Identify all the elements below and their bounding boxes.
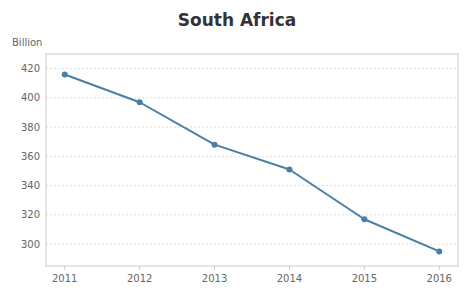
plot-frame bbox=[46, 54, 458, 266]
y-tick-label: 380 bbox=[21, 122, 40, 133]
y-tick-label: 420 bbox=[21, 63, 40, 74]
y-tick-label: 300 bbox=[21, 239, 40, 250]
x-tick-label: 2014 bbox=[277, 273, 302, 284]
grid-line bbox=[46, 97, 458, 98]
grid-line bbox=[46, 127, 458, 128]
point bbox=[361, 216, 367, 222]
grid-line bbox=[46, 68, 458, 69]
y-axis-label: Billion bbox=[12, 37, 42, 48]
x-tick bbox=[289, 266, 290, 270]
grid-line bbox=[46, 244, 458, 245]
point bbox=[212, 142, 218, 148]
chart-svg: South Africa Billion 300 320 340 360 380 400 420… bbox=[0, 0, 474, 296]
x-tick-label: 2016 bbox=[427, 273, 452, 284]
grid-line bbox=[46, 185, 458, 186]
point bbox=[286, 167, 292, 173]
grid-line bbox=[46, 214, 458, 215]
point bbox=[62, 71, 68, 77]
point bbox=[436, 248, 442, 254]
x-tick bbox=[214, 266, 215, 270]
series-group bbox=[62, 71, 443, 254]
chart-container: South Africa Billion 300 320 340 360 380 400 420… bbox=[0, 0, 474, 296]
y-tick-label: 400 bbox=[21, 92, 40, 103]
x-tick-label: 2012 bbox=[127, 273, 152, 284]
x-tick bbox=[364, 266, 365, 270]
x-tick-label: 2013 bbox=[202, 273, 227, 284]
x-tick-label: 2015 bbox=[352, 273, 377, 284]
y-tick-label: 340 bbox=[21, 180, 40, 191]
x-tick bbox=[439, 266, 440, 270]
x-tick-label: 2011 bbox=[52, 273, 77, 284]
x-tick bbox=[139, 266, 140, 270]
x-tick bbox=[64, 266, 65, 270]
y-tick-label: 360 bbox=[21, 151, 40, 162]
y-tick-label: 320 bbox=[21, 209, 40, 220]
point bbox=[137, 99, 143, 105]
title: South Africa bbox=[178, 10, 297, 30]
series-line bbox=[65, 74, 440, 251]
